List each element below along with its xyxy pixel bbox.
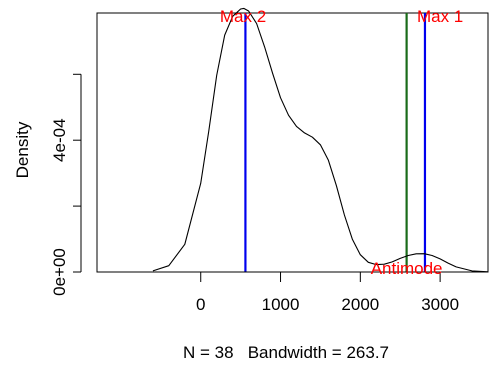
plot-frame [96, 12, 489, 273]
y-tick-label: 0e+00 [50, 248, 69, 296]
density-curve-line [152, 7, 489, 273]
x-axis-label: N = 38 Bandwidth = 263.7 [183, 343, 389, 362]
x-tick-label: 0 [196, 295, 205, 314]
y-tick-label: 4e-04 [50, 118, 69, 161]
y-axis-label: Density [13, 121, 32, 178]
x-tick-label: 1000 [262, 295, 300, 314]
annotation-label-0: Max 2 [220, 7, 266, 26]
annotation-label-1: Max 1 [417, 7, 463, 26]
x-tick-label: 3000 [421, 295, 459, 314]
x-tick-label: 2000 [341, 295, 379, 314]
annotation-label-2: Antimode [371, 259, 443, 278]
